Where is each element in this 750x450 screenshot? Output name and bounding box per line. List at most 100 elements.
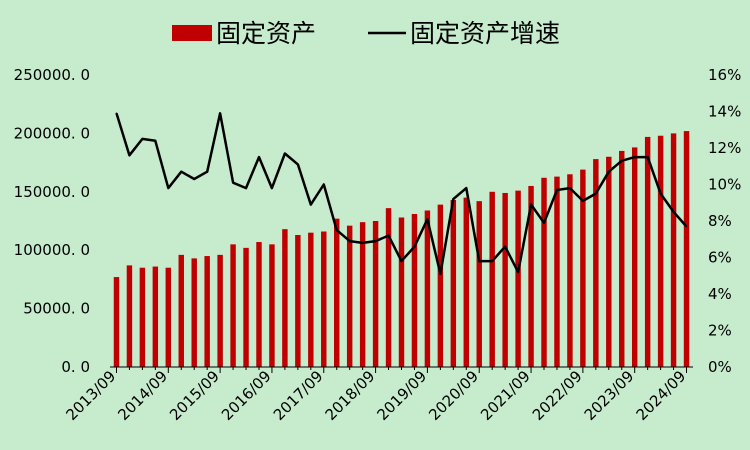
line-point — [206, 170, 208, 173]
x-axis-tick-label: 2016/09 — [218, 367, 275, 424]
x-axis-tick-label: 2021/09 — [477, 367, 534, 424]
left-axis-tick-label: 100000. 0 — [14, 241, 90, 259]
line-point — [439, 273, 442, 275]
x-axis-tick-label: 2015/09 — [166, 367, 223, 424]
bar — [126, 265, 133, 367]
line-point — [646, 156, 649, 158]
bar — [541, 177, 547, 367]
bar — [321, 231, 327, 367]
line-point — [530, 203, 532, 206]
x-axis-tick-label: 2017/09 — [270, 367, 327, 424]
bar — [178, 254, 184, 367]
line-point — [685, 225, 688, 228]
right-axis-tick-label: 2% — [708, 322, 732, 340]
line-point — [374, 240, 377, 242]
bar — [644, 136, 651, 367]
x-axis-tick-label: 2024/09 — [633, 367, 690, 424]
right-axis-tick-label: 10% — [708, 176, 741, 194]
legend-line-label: 固定资产增速 — [410, 19, 560, 48]
line-point — [400, 260, 403, 262]
line-point — [387, 234, 390, 237]
bar — [139, 267, 146, 367]
x-axis-tick-label: 2020/09 — [425, 367, 482, 424]
bar — [152, 266, 159, 367]
bar — [113, 277, 120, 367]
line-point — [284, 152, 286, 155]
bar — [204, 256, 210, 367]
line-point — [426, 218, 429, 220]
bar — [619, 150, 625, 367]
bar — [411, 213, 418, 367]
line-series — [115, 112, 688, 276]
legend: 固定资产 固定资产增速 — [172, 19, 560, 48]
bar — [256, 242, 262, 367]
bar — [489, 191, 495, 367]
line-point — [141, 138, 144, 140]
line-point — [245, 187, 247, 189]
line-point — [232, 181, 234, 184]
bar — [424, 210, 431, 367]
line-point — [633, 156, 636, 158]
line-point — [672, 211, 675, 213]
bar — [670, 133, 677, 367]
x-axis-tick-label: 2023/09 — [581, 367, 638, 424]
line-point — [491, 260, 493, 262]
bar — [476, 201, 482, 367]
bar — [295, 235, 301, 367]
left-axis: 0. 0 50000. 0 100000. 0 150000. 0 200000. 0 2… — [14, 66, 90, 376]
left-axis-tick-label: 50000. 0 — [23, 300, 90, 318]
bar — [334, 218, 340, 367]
left-axis-tick-label: 0. 0 — [61, 358, 90, 376]
x-axis: 2013/092014/092015/092016/092017/092018/… — [63, 367, 690, 424]
bar — [282, 229, 288, 367]
line-point — [504, 245, 506, 248]
right-axis-tick-label: 0% — [708, 358, 732, 376]
line-point — [154, 139, 157, 142]
bar — [606, 156, 612, 367]
right-axis-tick-label: 14% — [708, 103, 741, 121]
left-axis-tick-label: 150000. 0 — [14, 183, 90, 201]
line-point — [543, 222, 545, 224]
bar — [528, 185, 534, 367]
bar — [502, 192, 508, 367]
line-point — [297, 163, 299, 166]
bar — [217, 254, 223, 367]
line-point — [348, 240, 351, 242]
bar — [346, 225, 353, 367]
legend-bar-swatch — [172, 25, 212, 41]
line-point — [180, 170, 183, 173]
x-axis-tick-label: 2019/09 — [373, 367, 430, 424]
line-point — [582, 200, 584, 202]
line-point — [258, 156, 260, 158]
line-point — [361, 242, 364, 244]
line-point — [465, 187, 468, 189]
bar-series — [113, 131, 690, 367]
line-point — [271, 187, 273, 189]
right-axis-tick-label: 8% — [708, 212, 732, 230]
line-point — [310, 203, 312, 206]
bar — [398, 217, 405, 367]
bar — [657, 135, 664, 367]
bar — [191, 258, 197, 367]
left-axis-tick-label: 250000. 0 — [14, 66, 90, 84]
bar — [359, 222, 366, 367]
bar — [230, 244, 236, 367]
right-axis-tick-label: 4% — [708, 285, 732, 303]
bar — [450, 199, 457, 367]
line-point — [607, 170, 610, 173]
bar — [243, 247, 249, 367]
line-point — [556, 189, 558, 191]
bar — [463, 197, 469, 367]
bar — [385, 208, 392, 367]
line-point — [659, 192, 662, 195]
bar — [554, 176, 560, 367]
line-point — [335, 229, 338, 231]
line-point — [115, 112, 118, 115]
right-axis-tick-label: 16% — [708, 66, 741, 84]
bar — [308, 232, 314, 367]
bar — [515, 190, 521, 367]
x-axis-tick-label: 2014/09 — [114, 367, 171, 424]
line-point — [167, 187, 170, 189]
bar — [567, 174, 573, 367]
line-point — [322, 183, 325, 186]
